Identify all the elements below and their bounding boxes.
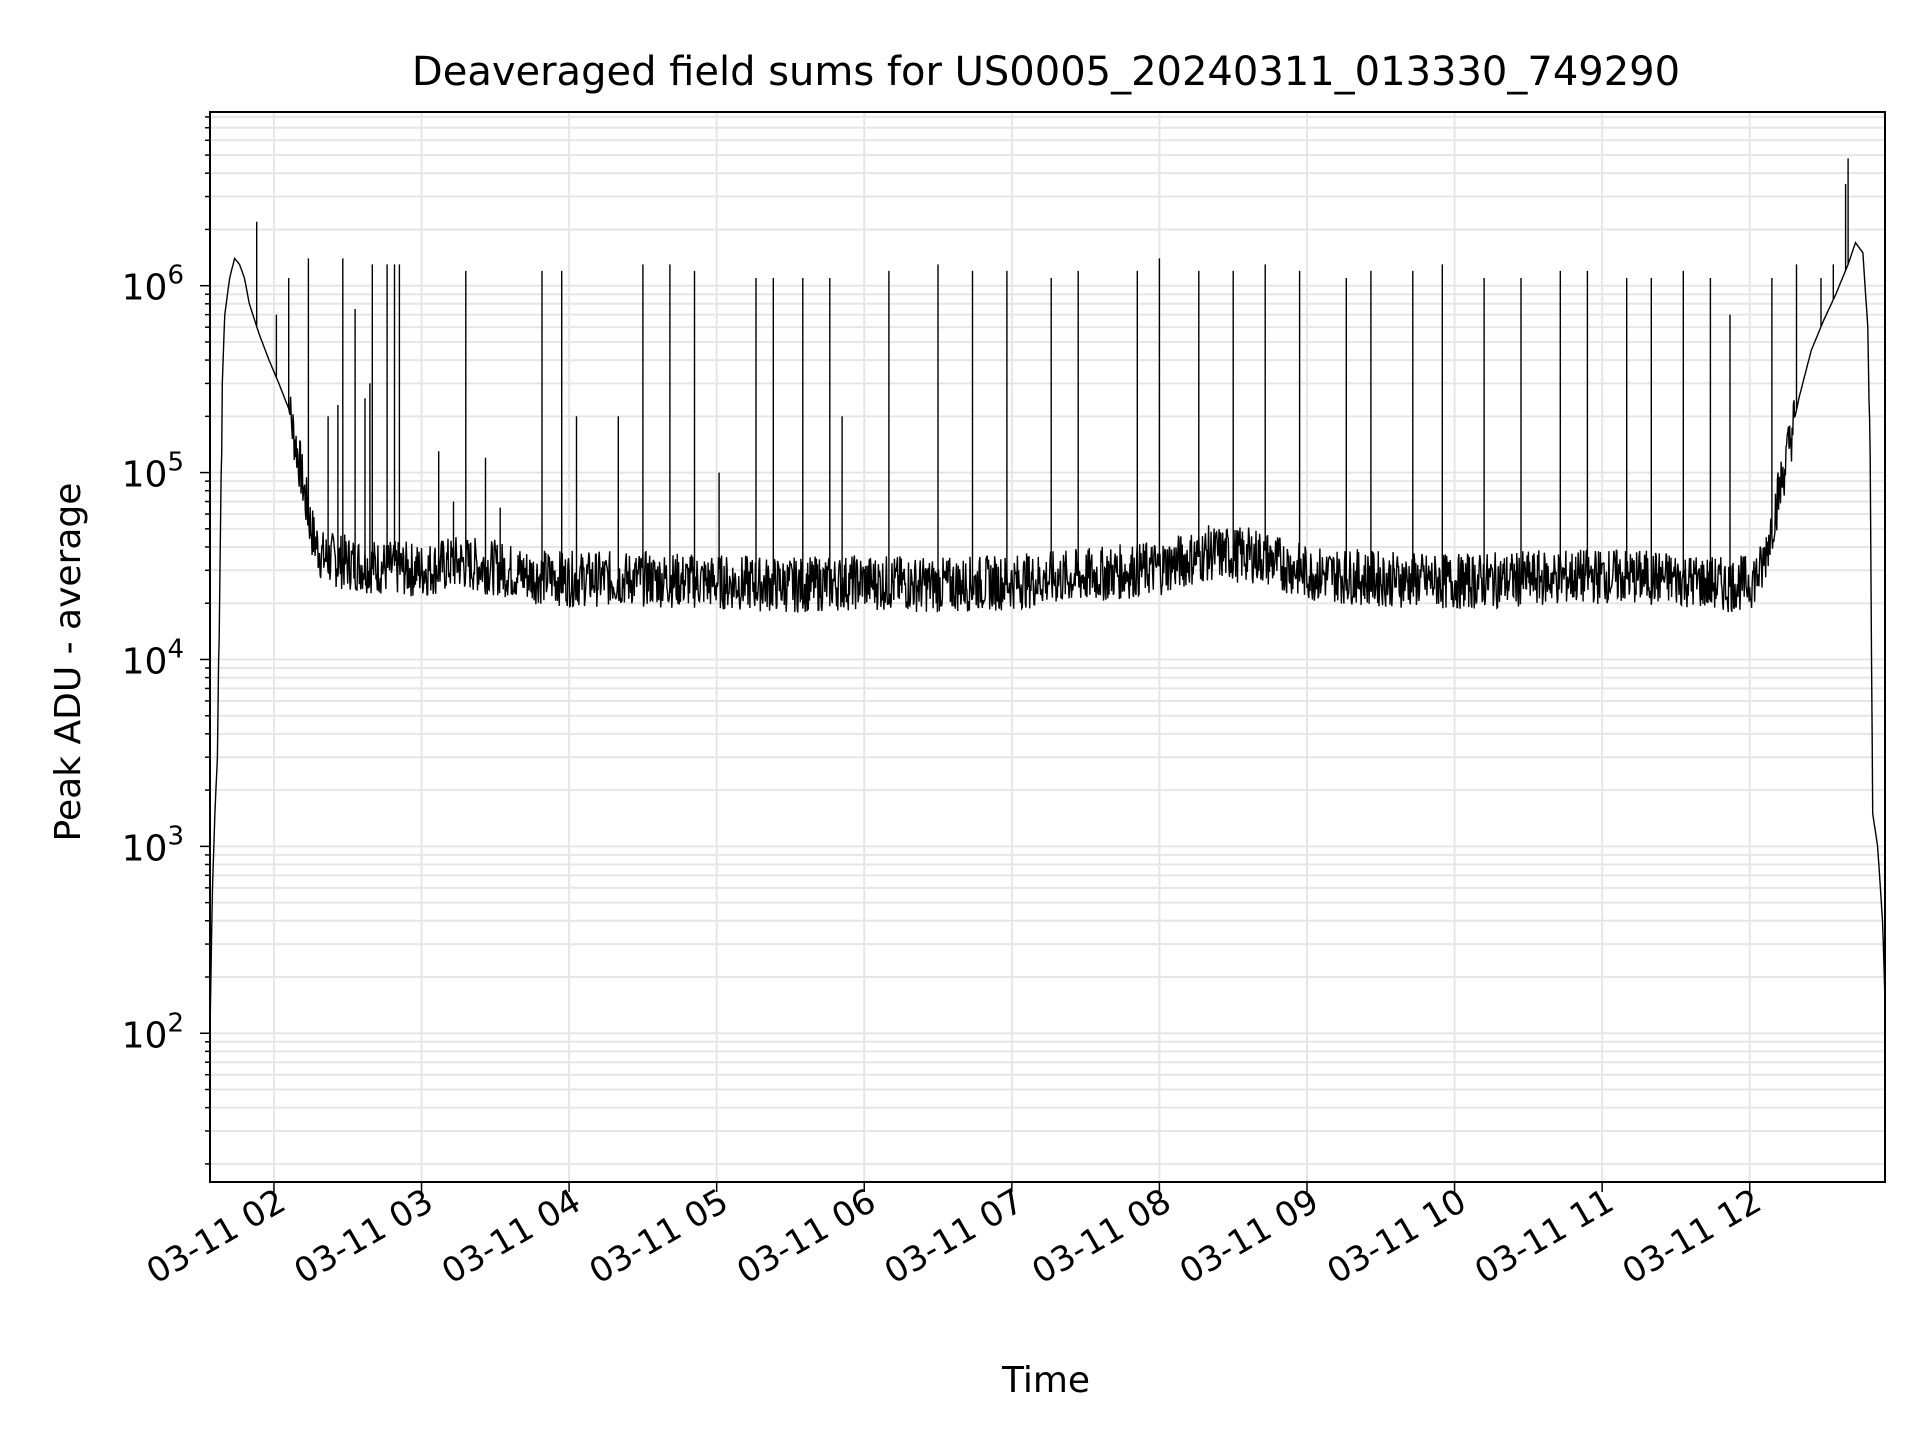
plot-area bbox=[210, 158, 1885, 1034]
y-tick-label: 103 bbox=[122, 821, 184, 869]
x-tick-label: 03-11 02 bbox=[140, 1181, 292, 1292]
x-tick-label: 03-11 08 bbox=[1026, 1181, 1178, 1292]
x-tick-label: 03-11 09 bbox=[1173, 1181, 1325, 1292]
y-tick-label: 106 bbox=[122, 261, 184, 309]
x-tick-label: 03-11 11 bbox=[1468, 1181, 1620, 1292]
grid-lines bbox=[210, 112, 1885, 1182]
x-tick-label: 03-11 03 bbox=[288, 1181, 440, 1292]
series-line bbox=[210, 158, 1885, 1034]
chart-title: Deaveraged field sums for US0005_2024031… bbox=[412, 49, 1680, 95]
y-tick-label: 104 bbox=[122, 634, 184, 682]
y-tick-label: 102 bbox=[122, 1008, 184, 1056]
x-tick-label: 03-11 10 bbox=[1321, 1181, 1473, 1292]
x-tick-label: 03-11 12 bbox=[1616, 1181, 1768, 1292]
y-axis-label: Peak ADU - average bbox=[48, 483, 89, 842]
x-tick-label: 03-11 07 bbox=[878, 1181, 1030, 1292]
x-tick-label: 03-11 05 bbox=[583, 1181, 735, 1292]
y-tick-label: 105 bbox=[122, 448, 184, 496]
x-tick-label: 03-11 06 bbox=[730, 1181, 882, 1292]
x-tick-label: 03-11 04 bbox=[435, 1181, 587, 1292]
x-axis-label: Time bbox=[1001, 1360, 1090, 1401]
plot-frame bbox=[209, 111, 1886, 1183]
